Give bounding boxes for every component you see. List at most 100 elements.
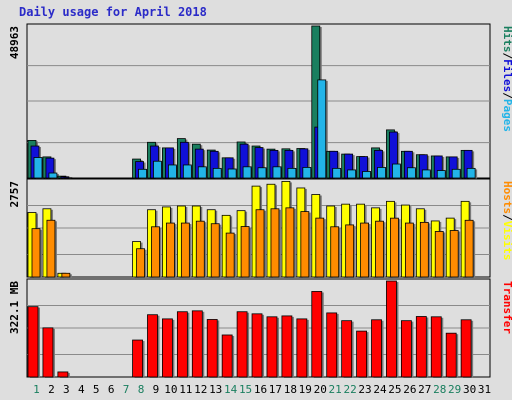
day-label-26: 26 [403,383,416,396]
bar-transfer-day-21 [326,312,338,378]
bar-pages-day-24 [377,167,386,179]
day-label-27: 27 [418,383,431,396]
day-label-5: 5 [93,383,100,396]
bar-pages-day-14 [227,168,237,179]
bar-pages-day-9 [153,160,162,179]
bar-hosts-day-20 [315,217,325,278]
legend-files: Files [501,59,512,92]
day-label-11: 11 [179,383,192,396]
day-label-10: 10 [164,383,177,396]
bar-pages-day-29 [451,168,461,179]
day-label-7: 7 [123,383,130,396]
legend-hits: Hits [501,26,512,53]
bar-hosts-day-23 [360,222,369,278]
hits-files-pages-max-label: 48963 [8,26,21,59]
bar-hosts-day-17 [270,208,280,278]
bar-transfer-day-29 [445,332,457,378]
bar-pages-day-21 [332,167,342,179]
bar-transfer-day-14 [221,334,233,378]
bar-transfer-day-20 [311,291,323,378]
bar-transfer-day-19 [296,318,308,378]
bar-transfer-day-3 [57,371,69,378]
bar-pages-day-30 [466,167,476,179]
bar-hosts-day-13 [210,223,220,278]
transfer-legend: Transfer [501,281,512,334]
bar-pages-day-18 [287,167,297,179]
chart-title: Daily usage for April 2018 [19,5,207,19]
bar-pages-day-16 [257,167,267,179]
day-label-18: 18 [284,383,297,396]
bar-hosts-day-12 [195,220,205,278]
bar-pages-day-19 [302,167,312,179]
bar-hosts-day-27 [419,221,429,278]
day-label-6: 6 [108,383,115,396]
legend-transfer: Transfer [501,281,512,334]
transfer-max-label: 322.1 MB [8,281,21,334]
day-label-9: 9 [153,383,160,396]
bar-hosts-day-16 [255,209,265,278]
bar-hosts-day-21 [330,226,340,278]
bar-hosts-day-30 [464,219,474,278]
day-label-30: 30 [463,383,476,396]
bar-transfer-day-25 [386,280,397,378]
bar-pages-day-22 [347,169,357,179]
bar-pages-day-2 [48,172,58,179]
day-label-22: 22 [343,383,356,396]
bar-pages-day-15 [242,166,252,179]
legend-visits: Visits [501,221,512,261]
bar-hosts-day-19 [300,211,310,278]
bar-transfer-day-11 [176,311,188,378]
bar-pages-day-28 [436,170,446,179]
day-label-29: 29 [448,383,461,396]
bar-pages-day-26 [406,167,416,179]
bar-pages-day-27 [421,169,431,179]
bar-hosts-day-9 [151,226,160,278]
bar-hosts-day-8 [136,248,145,278]
bar-hosts-day-28 [434,231,444,278]
day-label-25: 25 [388,383,401,396]
bar-hosts-day-25 [390,217,399,278]
hits-files-pages-legend-separator: / [501,53,512,60]
bar-hosts-day-10 [166,222,175,278]
bar-pages-day-11 [182,164,192,179]
bar-pages-day-13 [212,167,222,179]
bar-transfer-day-1 [27,306,39,378]
day-label-15: 15 [239,383,252,396]
hosts-visits-legend-separator: / [501,214,512,221]
day-label-23: 23 [358,383,371,396]
bar-transfer-day-10 [162,318,173,378]
day-label-12: 12 [194,383,207,396]
day-label-2: 2 [48,383,55,396]
bar-pages-day-1 [33,157,43,179]
day-label-13: 13 [209,383,222,396]
bar-transfer-day-8 [132,339,143,378]
day-label-28: 28 [433,383,446,396]
day-label-31: 31 [478,383,491,396]
day-label-1: 1 [33,383,40,396]
bar-hosts-day-22 [345,224,355,278]
bar-transfer-day-27 [415,316,427,378]
bar-transfer-day-12 [191,310,203,378]
bar-transfer-day-17 [266,316,278,378]
bar-hosts-day-11 [180,222,190,278]
bar-hosts-day-3 [61,272,71,278]
bar-pages-day-12 [197,166,207,179]
bar-transfer-day-15 [236,311,248,378]
bar-pages-day-25 [392,163,401,179]
bar-pages-day-23 [362,171,371,179]
hosts-visits-legend: Hosts/Visits [501,181,512,261]
day-label-21: 21 [329,383,342,396]
bar-pages-day-10 [168,164,177,179]
day-label-24: 24 [373,383,387,396]
bar-hosts-day-24 [375,220,384,278]
day-label-4: 4 [78,383,85,396]
bar-hosts-day-1 [31,228,41,278]
bar-transfer-day-28 [430,316,442,378]
bar-transfer-day-16 [251,313,263,378]
bar-hosts-day-2 [46,219,56,278]
hits-files-pages-legend: Hits/Files/Pages [501,26,512,132]
bar-pages-day-8 [138,168,147,179]
bar-hosts-day-14 [225,232,235,278]
